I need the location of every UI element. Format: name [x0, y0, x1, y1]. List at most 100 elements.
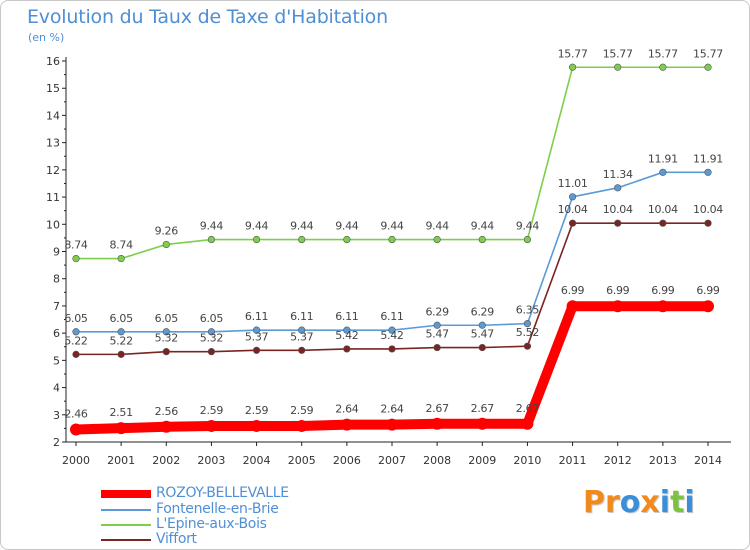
data-label-0: 6.99: [696, 284, 720, 297]
legend-label-epine: L'Epine-aux-Bois: [156, 516, 267, 532]
data-point-3: [568, 219, 577, 227]
data-label-0: 6.99: [561, 284, 585, 297]
logo-letter: t: [670, 485, 685, 520]
data-point-0: [476, 417, 489, 430]
data-point-0: [340, 418, 353, 431]
data-label-3: 10.04: [603, 203, 633, 216]
data-point-1: [343, 326, 351, 334]
data-label-3: 5.42: [380, 329, 403, 342]
data-label-3: 5.47: [425, 328, 449, 341]
y-tick-label: 6: [53, 327, 60, 340]
logo-letter: P: [583, 485, 605, 520]
y-tick-label: 13: [46, 137, 60, 150]
data-label-1: 6.11: [290, 310, 313, 323]
data-label-2: 15.77: [648, 47, 678, 60]
data-point-3: [207, 348, 216, 356]
data-point-3: [343, 345, 351, 353]
data-label-0: 6.99: [606, 284, 630, 297]
data-point-1: [162, 328, 170, 336]
data-point-3: [704, 219, 712, 227]
data-label-2: 9.44: [335, 220, 359, 233]
legend-swatch-epine: [101, 524, 151, 526]
data-label-0: 2.59: [245, 404, 269, 417]
data-point-1: [388, 326, 396, 334]
y-tick-label: 10: [46, 218, 60, 231]
data-point-3: [388, 345, 396, 353]
data-point-1: [298, 326, 306, 334]
data-label-2: 9.44: [425, 220, 449, 233]
chart-title: Evolution du Taux de Taxe d'Habitation: [27, 6, 388, 28]
legend-label-fontenelle: Fontenelle-en-Brie: [156, 501, 279, 517]
data-label-1: 11.91: [693, 152, 723, 165]
data-label-2: 15.77: [603, 47, 633, 60]
logo-letter: o: [619, 485, 641, 520]
data-label-1: 6.11: [245, 310, 268, 323]
proxiti-logo: Proxiti: [583, 485, 695, 520]
data-label-3: 5.52: [516, 326, 539, 339]
data-point-1: [614, 184, 622, 192]
data-label-1: 6.05: [200, 312, 224, 325]
data-label-0: 2.56: [155, 405, 179, 418]
x-tick-label: 2011: [559, 454, 587, 467]
data-label-1: 6.05: [155, 312, 179, 325]
data-point-1: [659, 168, 667, 176]
data-point-1: [72, 328, 80, 336]
data-point-0: [702, 300, 714, 313]
data-point-2: [117, 254, 125, 263]
data-point-0: [566, 300, 579, 313]
x-tick-label: 2003: [197, 454, 225, 467]
x-tick-label: 2001: [107, 454, 135, 467]
data-point-3: [252, 346, 261, 354]
data-point-2: [252, 235, 261, 244]
data-label-2: 9.26: [155, 224, 179, 237]
data-point-2: [659, 63, 667, 71]
y-tick-label: 14: [46, 109, 60, 122]
data-label-3: 5.42: [335, 329, 358, 342]
y-tick-label: 8: [53, 273, 60, 286]
data-label-3: 5.37: [290, 330, 314, 343]
data-point-3: [614, 219, 622, 227]
data-label-3: 5.47: [471, 328, 495, 341]
data-point-2: [343, 235, 351, 244]
data-label-3: 10.04: [693, 203, 723, 216]
data-label-3: 5.32: [155, 332, 178, 345]
data-label-2: 9.44: [380, 220, 404, 233]
data-label-1: 6.11: [380, 310, 403, 323]
data-label-0: 6.99: [651, 284, 675, 297]
data-label-3: 5.22: [64, 334, 87, 347]
data-label-2: 8.74: [109, 239, 133, 252]
x-tick-label: 2002: [152, 454, 180, 467]
data-point-2: [614, 63, 622, 71]
data-point-2: [704, 63, 712, 71]
x-tick-label: 2012: [604, 454, 632, 467]
x-tick-label: 2000: [62, 454, 90, 467]
legend-swatch-fontenelle: [101, 509, 151, 511]
data-label-3: 5.37: [245, 330, 269, 343]
data-point-3: [433, 343, 441, 352]
data-label-2: 15.77: [558, 47, 588, 60]
data-label-1: 11.91: [648, 152, 678, 165]
x-tick-label: 2007: [378, 454, 406, 467]
data-point-2: [162, 240, 170, 249]
data-point-3: [117, 350, 125, 358]
x-tick-label: 2009: [468, 454, 496, 467]
data-label-2: 9.44: [245, 220, 269, 233]
data-point-1: [478, 321, 486, 329]
data-label-1: 6.05: [109, 312, 133, 325]
data-label-1: 6.05: [64, 312, 88, 325]
x-tick-label: 2004: [243, 454, 271, 467]
legend-label-rozoy: ROZOY-BELLEVALLE: [156, 485, 289, 501]
data-point-1: [704, 168, 712, 176]
data-label-1: 11.34: [603, 168, 633, 181]
logo-letter: x: [640, 485, 660, 520]
data-label-0: 2.46: [64, 407, 88, 420]
data-label-0: 2.67: [516, 402, 540, 415]
y-tick-label: 3: [53, 409, 60, 422]
legend-swatch-rozoy: [101, 490, 151, 498]
legend-swatch-viffort: [101, 539, 151, 541]
x-tick-label: 2008: [423, 454, 451, 467]
data-label-0: 2.51: [109, 406, 132, 419]
data-point-1: [252, 326, 261, 334]
data-label-1: 6.11: [335, 310, 358, 323]
